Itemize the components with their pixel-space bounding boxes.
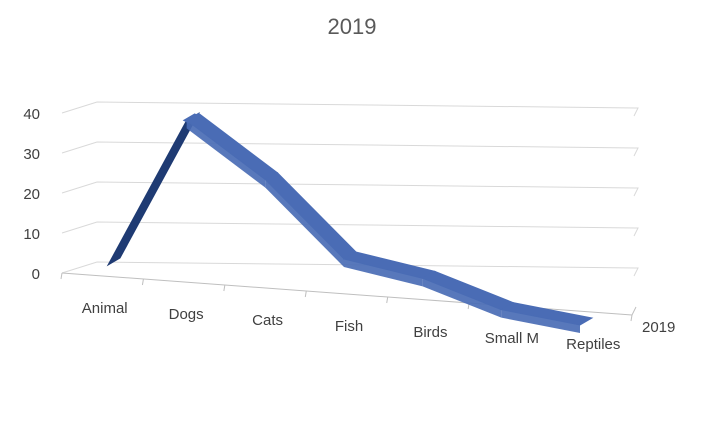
x-tick-label: Dogs (169, 306, 204, 323)
gridline (61, 141, 639, 157)
x-tick-mark (386, 296, 389, 304)
y-tick-label: 30 (23, 146, 40, 163)
x-axis-ticks: Animal Dogs Cats Fish Birds Small M Reptiles (82, 300, 621, 353)
chart-title: 2019 (328, 14, 377, 39)
series-segment-face (422, 278, 502, 318)
series-peak-cap (182, 113, 201, 124)
x-tick-mark (60, 272, 63, 280)
series-ribbon (106, 111, 594, 333)
y-tick-label: 0 (32, 266, 40, 283)
x-tick-label: Birds (413, 324, 447, 341)
series-depth-label: 2019 (642, 319, 675, 336)
series-segment-face (265, 179, 344, 267)
series-segment (106, 111, 200, 267)
y-tick-label: 20 (23, 186, 40, 203)
x-tick-label: Small M (485, 330, 539, 347)
gridlines (60, 101, 639, 322)
series-segment-face (186, 120, 266, 188)
series-segment (264, 172, 357, 260)
y-tick-label: 10 (23, 226, 40, 243)
gridline (61, 181, 639, 197)
x-tick-mark (630, 314, 633, 322)
x-tick-label: Fish (335, 318, 363, 335)
x-tick-mark (304, 290, 307, 298)
series-segment (185, 112, 279, 181)
x-tick-label: Reptiles (566, 336, 620, 353)
depth-axis-line (631, 306, 637, 316)
x-tick-mark (223, 284, 226, 292)
x-tick-mark (141, 278, 144, 286)
series-segment-face (501, 309, 580, 333)
gridline (61, 221, 639, 237)
y-tick-label: 40 (23, 106, 40, 123)
gridline (61, 101, 639, 117)
x-tick-label: Animal (82, 300, 128, 317)
x-tick-label: Cats (252, 312, 283, 329)
series-segment-face (344, 259, 423, 287)
y-axis-ticks: 0 10 20 30 40 (23, 106, 40, 283)
